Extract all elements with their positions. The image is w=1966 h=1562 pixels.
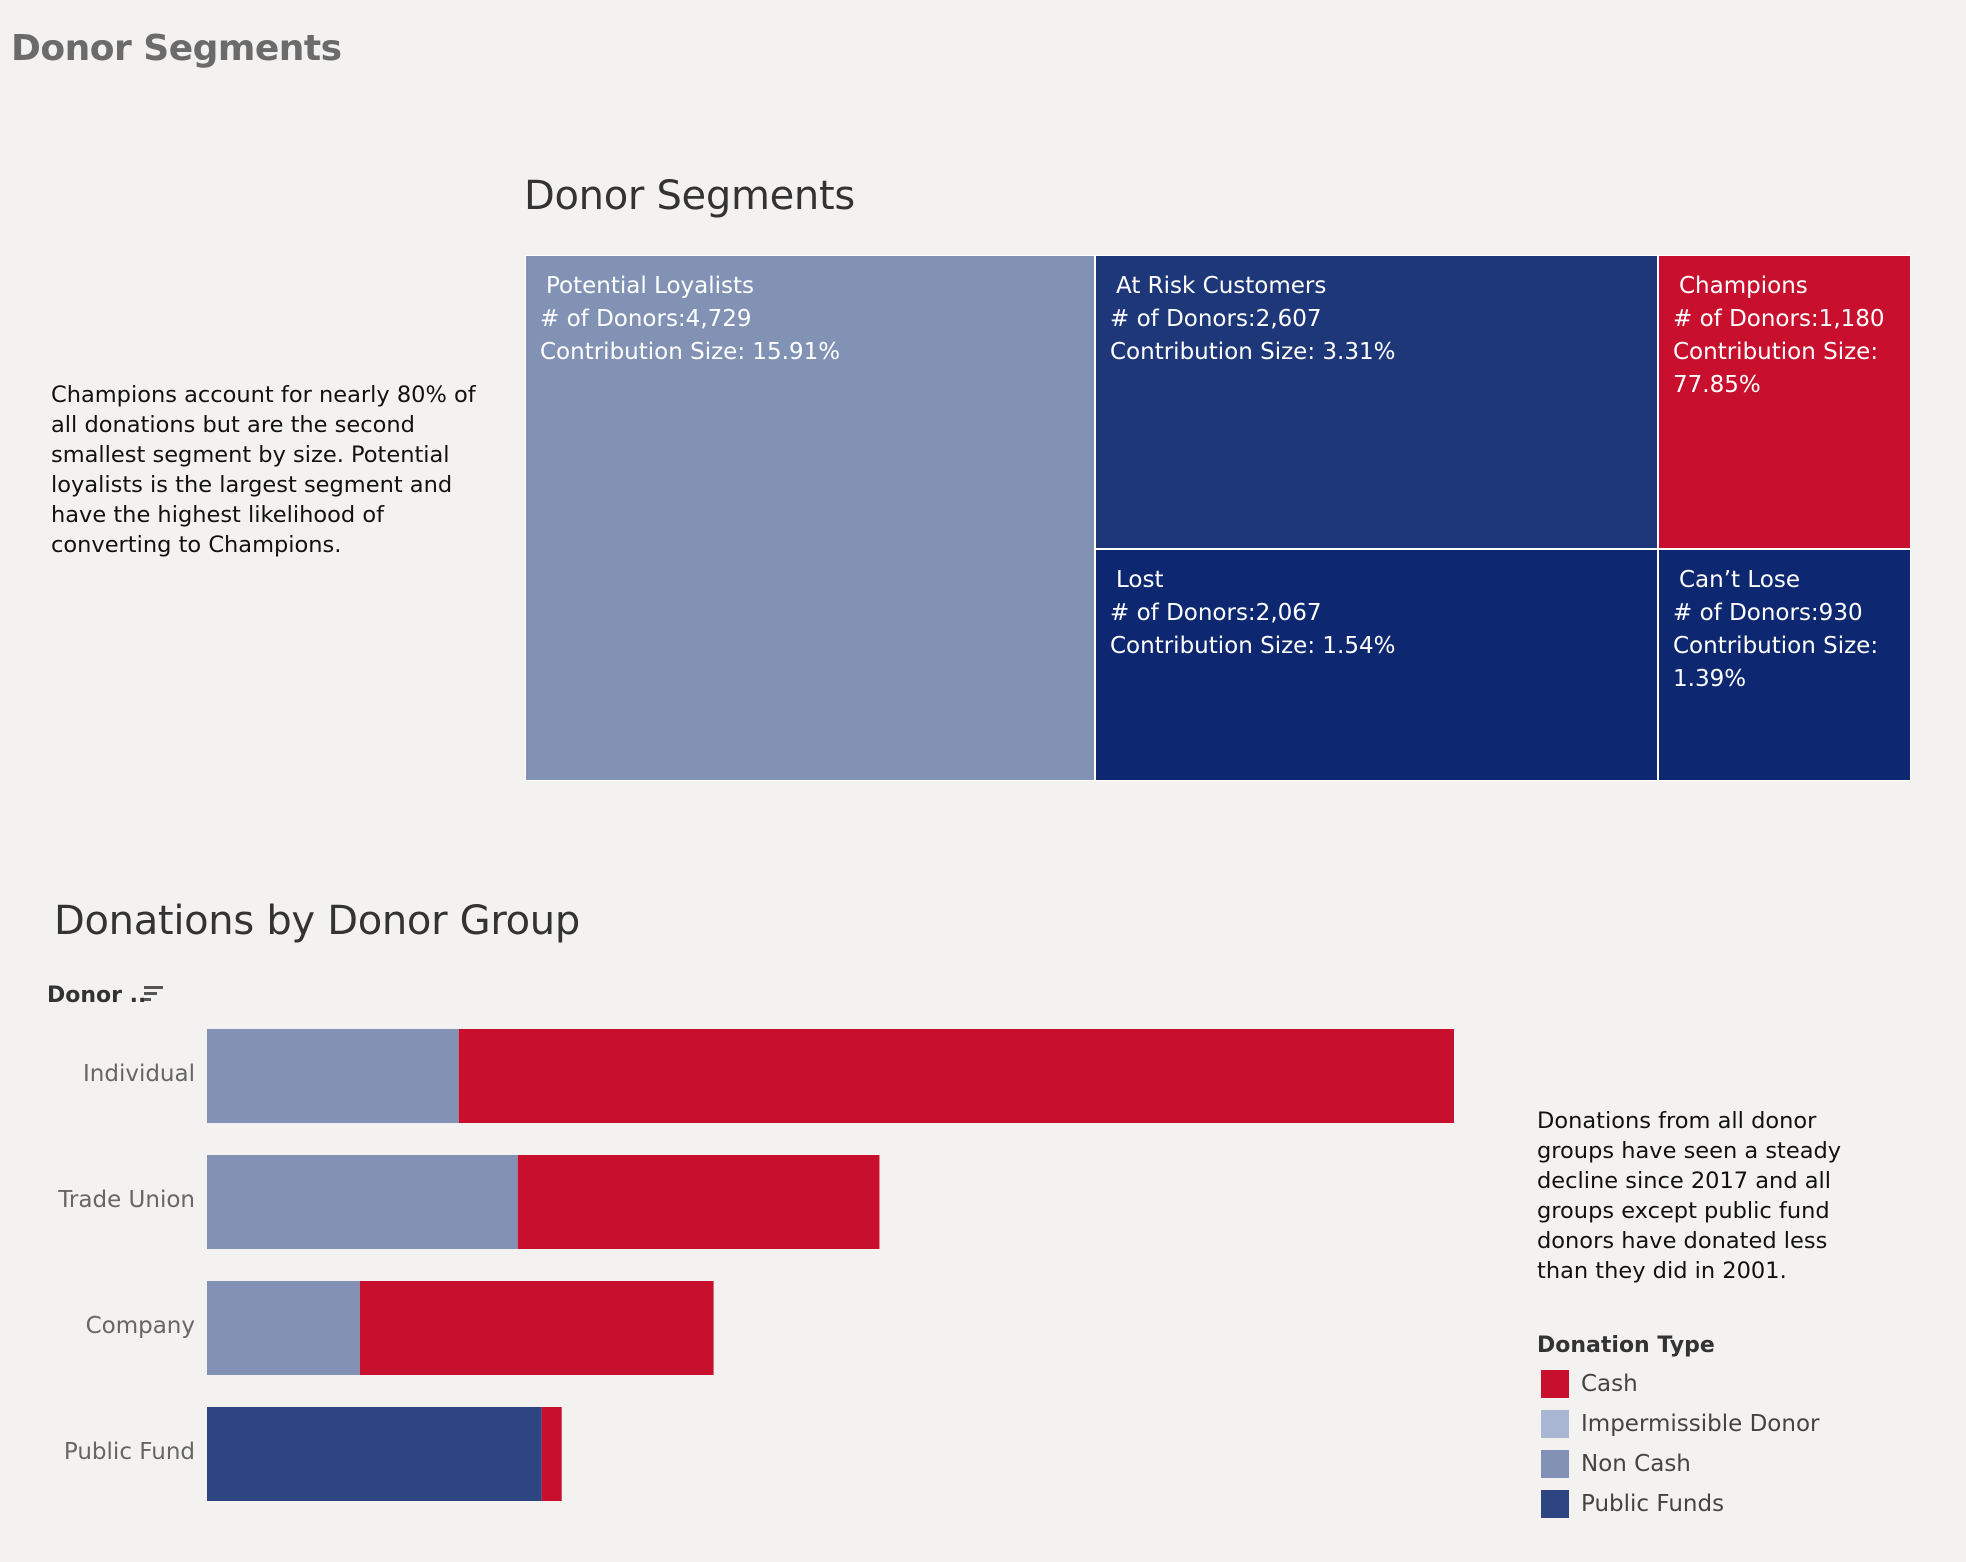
donations-bar-chart — [207, 1029, 1454, 1501]
treemap-title: Donor Segments — [524, 173, 855, 219]
segments-commentary: Champions account for nearly 80% of all … — [51, 382, 476, 558]
tile-at-risk-customers[interactable]: At Risk Customers # of Donors:2,607 Cont… — [1095, 255, 1658, 549]
tile-name: At Risk Customers — [1116, 273, 1327, 299]
bar-chart-title: Donations by Donor Group — [54, 898, 580, 944]
tile-contribution-value: 1.39% — [1673, 666, 1747, 692]
legend-swatch-cash — [1541, 1370, 1569, 1398]
tile-name: Potential Loyalists — [546, 273, 755, 299]
tile-donor-count: # of Donors:4,729 — [540, 306, 752, 332]
donations-commentary: Donations from all donor groups have see… — [1537, 1108, 1842, 1284]
bar-company-non-cash[interactable] — [207, 1281, 360, 1375]
legend-label: Impermissible Donor — [1581, 1411, 1820, 1437]
sort-icon[interactable] — [143, 983, 165, 1005]
tile-donor-count: # of Donors:930 — [1673, 600, 1863, 626]
tile-lost[interactable]: Lost # of Donors:2,067 Contribution Size… — [1095, 549, 1658, 781]
tile-cant-lose[interactable]: Can’t Lose # of Donors:930 Contribution … — [1658, 549, 1911, 781]
tile-contribution: Contribution Size: 3.31% — [1110, 339, 1396, 365]
bar-public-fund-cash[interactable] — [541, 1407, 562, 1501]
tile-donor-count: # of Donors:1,180 — [1673, 306, 1885, 332]
legend-label: Non Cash — [1581, 1451, 1691, 1477]
bar-company-cash[interactable] — [359, 1281, 714, 1375]
page-title: Donor Segments — [11, 28, 342, 69]
legend-label: Public Funds — [1581, 1491, 1725, 1517]
tile-contribution: Contribution Size: — [1673, 633, 1879, 659]
bar-trade-union-cash[interactable] — [517, 1155, 880, 1249]
tile-name: Champions — [1679, 273, 1808, 299]
tile-contribution: Contribution Size: 1.54% — [1110, 633, 1396, 659]
tile-potential-loyalists[interactable]: Potential Loyalists # of Donors:4,729 Co… — [525, 255, 1095, 781]
tile-name: Can’t Lose — [1679, 567, 1800, 593]
category-label-individual: Individual — [82, 1061, 195, 1087]
tile-donor-count: # of Donors:2,067 — [1110, 600, 1322, 626]
tile-contribution: Contribution Size: 15.91% — [540, 339, 841, 365]
legend-label: Cash — [1581, 1371, 1638, 1397]
donor-segments-treemap: Potential Loyalists # of Donors:4,729 Co… — [525, 255, 1911, 781]
bar-individual-cash[interactable] — [458, 1029, 1454, 1123]
tile-champions[interactable]: Champions # of Donors:1,180 Contribution… — [1658, 255, 1911, 549]
tile-name: Lost — [1116, 567, 1164, 593]
tile-donor-count: # of Donors:2,607 — [1110, 306, 1322, 332]
category-label-company: Company — [85, 1313, 195, 1339]
bar-individual-non-cash[interactable] — [207, 1029, 459, 1123]
bar-trade-union-non-cash[interactable] — [207, 1155, 518, 1249]
legend-swatch-impermissible-donor — [1541, 1410, 1569, 1438]
tile-contribution: Contribution Size: — [1673, 339, 1879, 365]
tile-contribution-value: 77.85% — [1673, 372, 1761, 398]
category-label-public-fund: Public Fund — [63, 1439, 195, 1465]
legend-swatch-non-cash — [1541, 1450, 1569, 1478]
donor-group-header[interactable]: Donor .. — [47, 983, 147, 1008]
legend-title: Donation Type — [1537, 1333, 1715, 1358]
bar-public-fund-public-funds[interactable] — [207, 1407, 542, 1501]
legend-swatch-public-funds — [1541, 1490, 1569, 1518]
category-label-trade-union: Trade Union — [58, 1187, 195, 1213]
